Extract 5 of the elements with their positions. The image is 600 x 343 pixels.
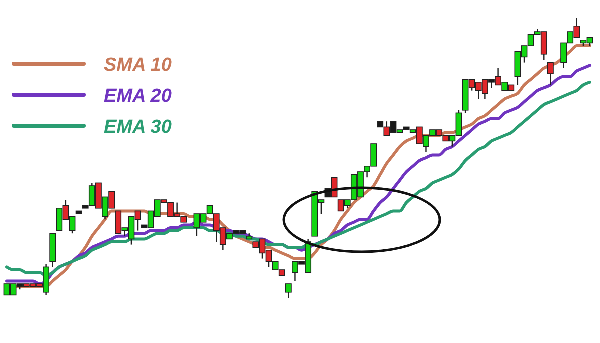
legend-label: EMA 30 <box>104 117 172 138</box>
legend-label: SMA 10 <box>104 55 172 76</box>
candlestick <box>285 283 292 299</box>
candlestick <box>547 62 554 86</box>
legend-label: EMA 20 <box>104 86 172 107</box>
